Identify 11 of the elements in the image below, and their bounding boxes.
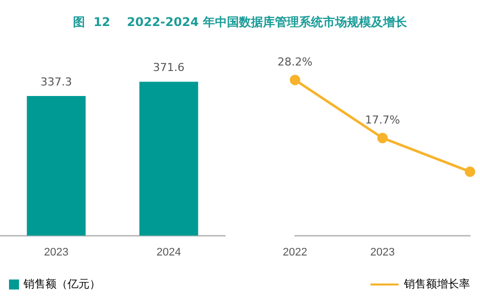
x-tick-label: 2024: [156, 246, 181, 258]
data-label: 371.6: [153, 61, 184, 74]
chart-title: 图 12 2022-2024 年中国数据库管理系统市场规模及增长: [72, 14, 408, 31]
data-label: 28.2%: [278, 55, 312, 68]
legend-label: 销售额增长率: [403, 278, 470, 291]
data-label: 337.3: [40, 75, 72, 88]
data-label: 17.7%: [365, 113, 400, 126]
x-tick-label: 2022: [282, 246, 308, 258]
x-tick-label: 2023: [370, 246, 395, 258]
x-tick-label: 2023: [44, 246, 68, 258]
legend-label: 销售额（亿元）: [22, 278, 100, 291]
